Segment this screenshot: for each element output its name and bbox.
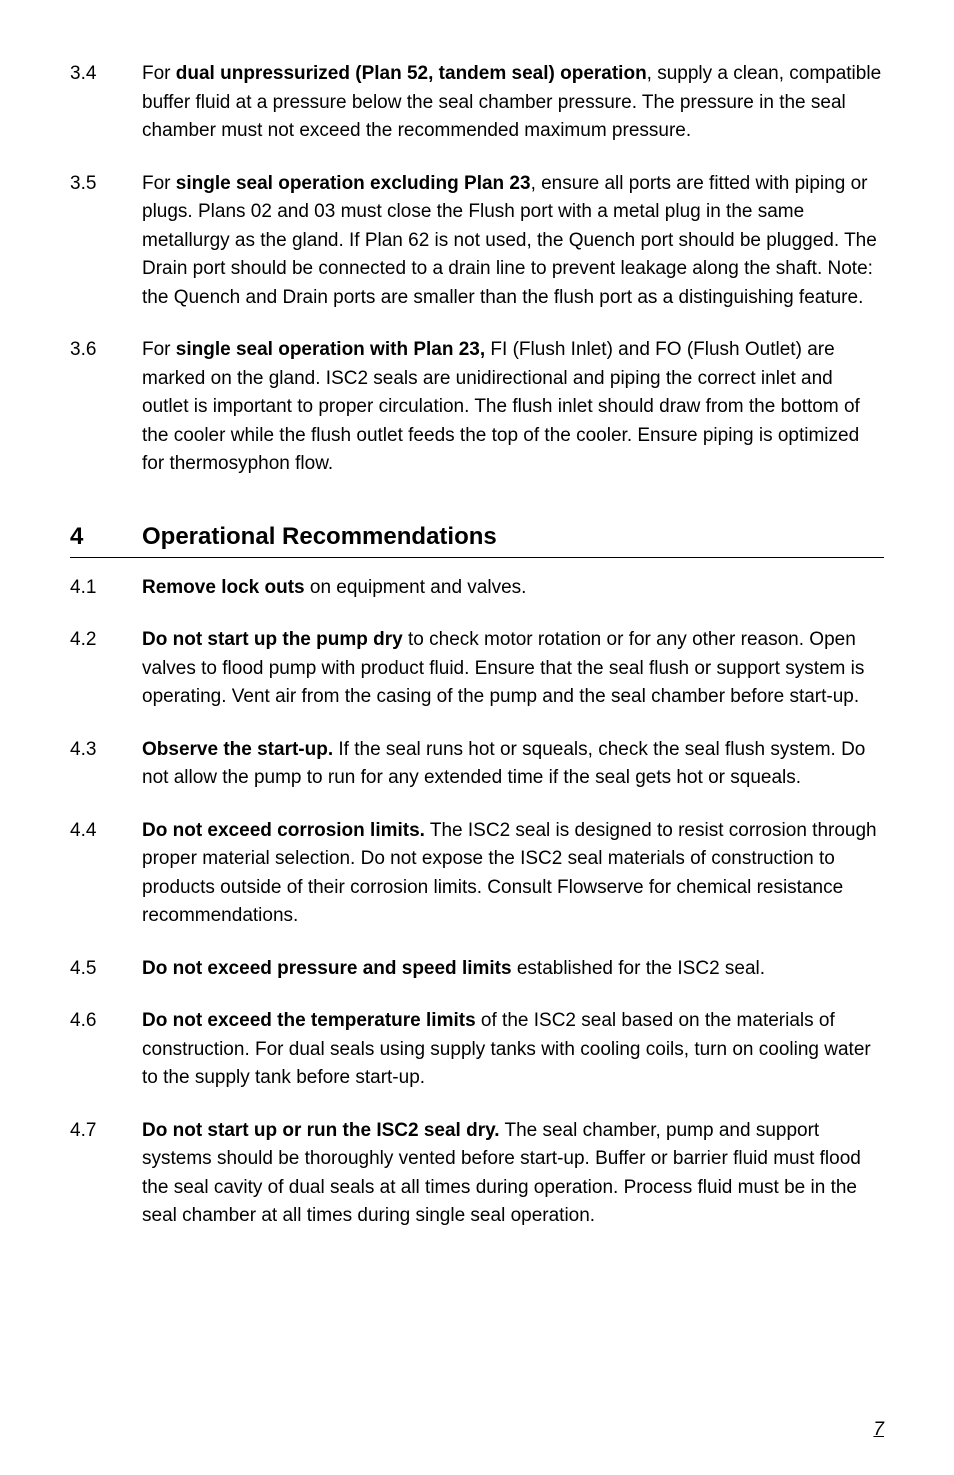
body-text: For — [142, 63, 176, 84]
section-item: 4.2Do not start up the pump dry to check… — [70, 626, 884, 712]
heading-title: Operational Recommendations — [142, 523, 884, 551]
section-item: 4.7Do not start up or run the ISC2 seal … — [70, 1117, 884, 1231]
bold-text: Do not exceed pressure and speed limits — [142, 958, 512, 979]
bold-text: Remove lock outs — [142, 577, 305, 598]
section-item: 4.4Do not exceed corrosion limits. The I… — [70, 817, 884, 931]
item-number: 4.5 — [70, 955, 142, 984]
section-item: 4.1Remove lock outs on equipment and val… — [70, 574, 884, 603]
bold-text: single seal operation with Plan 23, — [176, 339, 485, 360]
item-number: 3.5 — [70, 170, 142, 313]
item-number: 4.1 — [70, 574, 142, 603]
item-number: 4.4 — [70, 817, 142, 931]
body-text: For — [142, 339, 176, 360]
bold-text: Do not start up or run the ISC2 seal dry… — [142, 1120, 500, 1141]
item-body: For dual unpressurized (Plan 52, tandem … — [142, 60, 884, 146]
item-number: 4.2 — [70, 626, 142, 712]
page-number: 7 — [873, 1419, 884, 1441]
section-item: 4.6Do not exceed the temperature limits … — [70, 1007, 884, 1093]
bold-text: Do not exceed corrosion limits. — [142, 820, 425, 841]
bold-text: Observe the start-up. — [142, 739, 333, 760]
bold-text: single seal operation excluding Plan 23 — [176, 173, 531, 194]
item-number: 4.3 — [70, 736, 142, 793]
body-text: established for the ISC2 seal. — [512, 958, 765, 979]
section-item: 4.3Observe the start-up. If the seal run… — [70, 736, 884, 793]
section-item: 4.5Do not exceed pressure and speed limi… — [70, 955, 884, 984]
bold-text: Do not exceed the temperature limits — [142, 1010, 476, 1031]
item-body: For single seal operation excluding Plan… — [142, 170, 884, 313]
section-item: 3.6For single seal operation with Plan 2… — [70, 336, 884, 479]
section-4-heading: 4 Operational Recommendations — [70, 523, 884, 551]
item-body: For single seal operation with Plan 23, … — [142, 336, 884, 479]
item-number: 3.6 — [70, 336, 142, 479]
item-body: Do not exceed corrosion limits. The ISC2… — [142, 817, 884, 931]
item-number: 4.7 — [70, 1117, 142, 1231]
item-body: Do not exceed pressure and speed limits … — [142, 955, 884, 984]
item-body: Observe the start-up. If the seal runs h… — [142, 736, 884, 793]
bold-text: Do not start up the pump dry — [142, 629, 403, 650]
body-text: on equipment and valves. — [305, 577, 527, 598]
item-number: 3.4 — [70, 60, 142, 146]
heading-rule — [70, 557, 884, 558]
item-body: Do not start up or run the ISC2 seal dry… — [142, 1117, 884, 1231]
item-body: Remove lock outs on equipment and valves… — [142, 574, 884, 603]
section-3-items: 3.4For dual unpressurized (Plan 52, tand… — [70, 60, 884, 479]
section-item: 3.4For dual unpressurized (Plan 52, tand… — [70, 60, 884, 146]
bold-text: dual unpressurized (Plan 52, tandem seal… — [176, 63, 647, 84]
item-body: Do not exceed the temperature limits of … — [142, 1007, 884, 1093]
body-text: For — [142, 173, 176, 194]
section-item: 3.5For single seal operation excluding P… — [70, 170, 884, 313]
item-body: Do not start up the pump dry to check mo… — [142, 626, 884, 712]
section-4-items: 4.1Remove lock outs on equipment and val… — [70, 574, 884, 1231]
item-number: 4.6 — [70, 1007, 142, 1093]
heading-number: 4 — [70, 523, 142, 551]
